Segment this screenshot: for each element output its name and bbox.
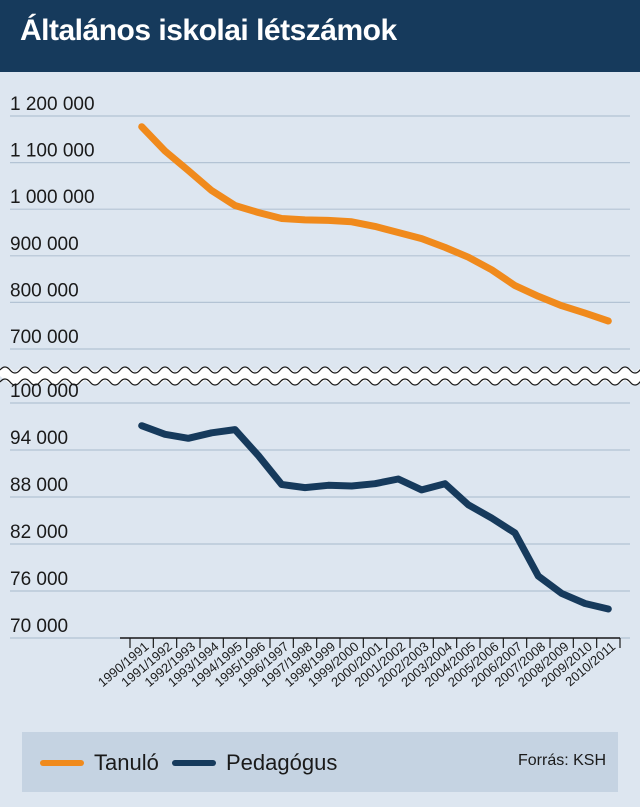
y-tick-label: 76 000 [10, 569, 68, 590]
legend-label-pedagogus: Pedagógus [226, 750, 338, 775]
y-tick-label: 800 000 [10, 280, 79, 301]
y-tick-label: 900 000 [10, 234, 79, 255]
series-line [138, 422, 612, 613]
y-tick-label: 100 000 [10, 381, 79, 402]
y-tick-label: 88 000 [10, 475, 68, 496]
y-tick-label: 70 000 [10, 616, 68, 637]
axis-break [0, 366, 640, 386]
chart-header: Általános iskolai létszámok [0, 0, 640, 72]
axis-break-band [0, 367, 640, 385]
axis-layer: 1 200 000 1 100 000 1 000 000 900 000 800 00… [10, 94, 621, 690]
series-layer [138, 123, 612, 613]
chart-title: Általános iskolai létszámok [20, 14, 397, 47]
y-tick-label: 82 000 [10, 522, 68, 543]
axis-break-edge-top [0, 366, 640, 374]
legend-swatch-pedagogus [172, 760, 216, 766]
y-tick-label: 1 200 000 [10, 94, 95, 115]
y-tick-label: 1 100 000 [10, 141, 95, 162]
series-line [138, 123, 612, 325]
legend: Tanuló Pedagógus Forrás: KSH [22, 732, 618, 792]
axis-break-edge-bottom [0, 378, 640, 386]
grid-layer [10, 115, 630, 639]
legend-swatch-tanulo [40, 760, 84, 766]
y-tick-label: 94 000 [10, 428, 68, 449]
y-tick-label: 700 000 [10, 327, 79, 348]
source-note: Forrás: KSH [517, 752, 606, 769]
y-tick-label: 1 000 000 [10, 187, 95, 208]
legend-label-tanulo: Tanuló [94, 750, 159, 775]
chart-area: 1 200 000 1 100 000 1 000 000 900 000 800 00… [0, 94, 640, 690]
